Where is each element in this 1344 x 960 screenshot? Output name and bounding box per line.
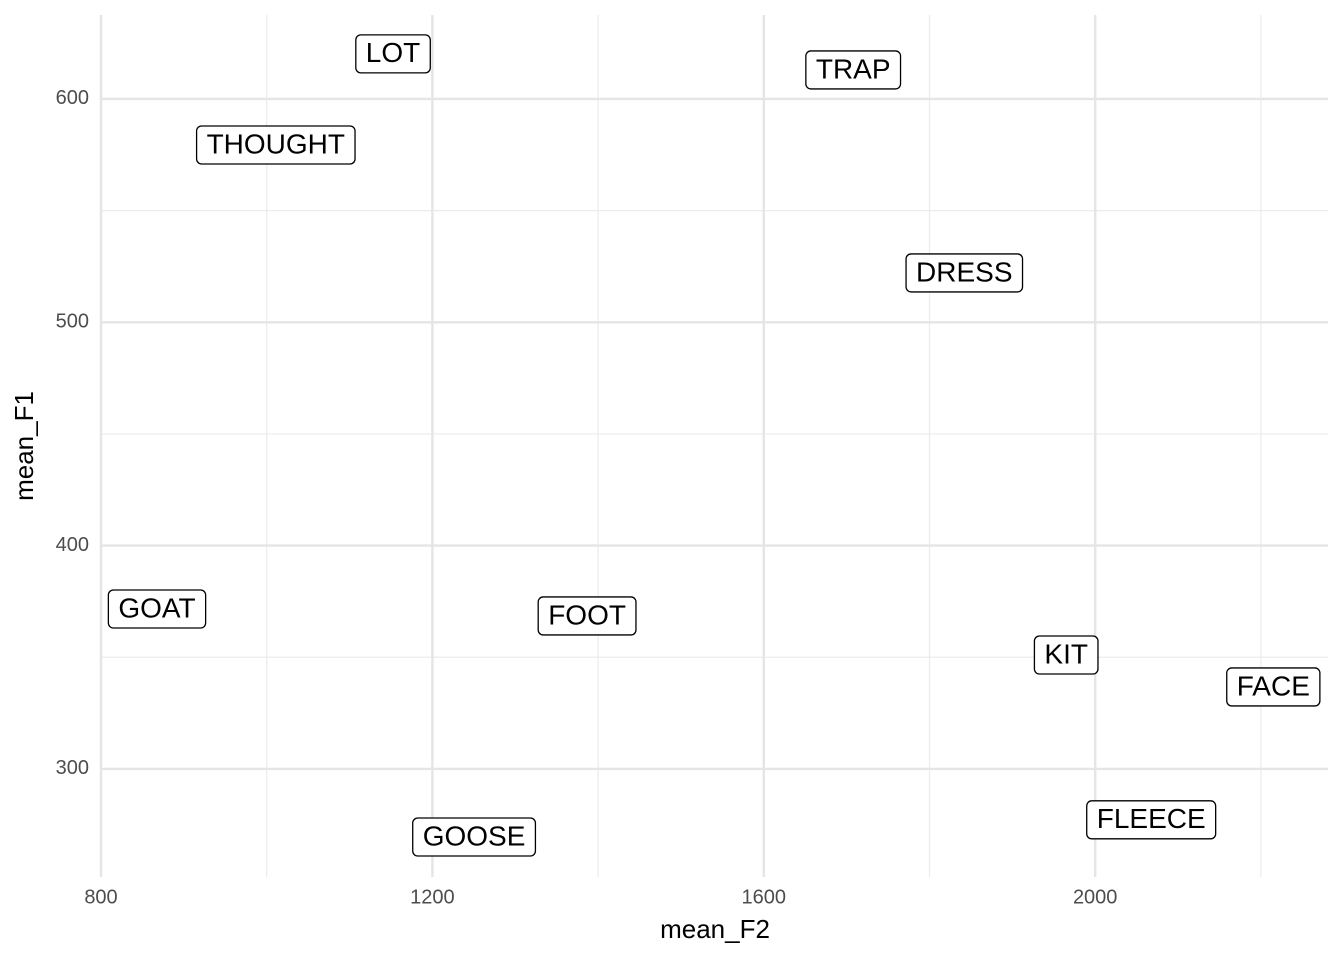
label-box (905, 253, 1024, 293)
x-tick-label: 800 (84, 886, 117, 908)
point-label: GOOSE (412, 817, 537, 857)
point-label: THOUGHT (195, 125, 356, 165)
point-label: DRESS (905, 253, 1024, 293)
grid (99, 15, 1328, 877)
label-text: FACE (1237, 670, 1310, 701)
label-box (195, 125, 356, 165)
label-text: FLEECE (1097, 803, 1206, 834)
y-tick-label: 300 (56, 757, 89, 779)
label-text: DRESS (916, 256, 1012, 287)
point-label: GOAT (107, 589, 207, 629)
label-text: GOAT (118, 592, 195, 623)
x-tick-label: 2000 (1073, 886, 1118, 908)
y-tick-label: 400 (56, 534, 89, 556)
label-text: FOOT (548, 599, 626, 630)
label-box (805, 50, 902, 90)
x-tick-label: 1600 (742, 886, 787, 908)
x-tick-label: 1200 (410, 886, 455, 908)
y-axis-title: mean_F1 (9, 391, 39, 501)
label-box (412, 817, 537, 857)
label-box (107, 589, 207, 629)
point-label: TRAP (805, 50, 902, 90)
label-box (1086, 800, 1217, 840)
y-tick-label: 500 (56, 311, 89, 333)
y-tick-label: 600 (56, 87, 89, 109)
label-text: THOUGHT (207, 128, 345, 159)
point-label: KIT (1033, 635, 1099, 675)
label-text: TRAP (816, 53, 891, 84)
label-box (537, 596, 637, 636)
label-box (355, 34, 431, 74)
label-box (1226, 667, 1321, 707)
point-label: FLEECE (1086, 800, 1217, 840)
label-text: GOOSE (423, 820, 526, 851)
point-label: LOT (355, 34, 431, 74)
label-text: LOT (366, 37, 420, 68)
point-label: FACE (1226, 667, 1321, 707)
point-label: FOOT (537, 596, 637, 636)
label-text: KIT (1044, 638, 1088, 669)
label-box (1033, 635, 1099, 675)
x-axis-title: mean_F2 (660, 914, 770, 944)
